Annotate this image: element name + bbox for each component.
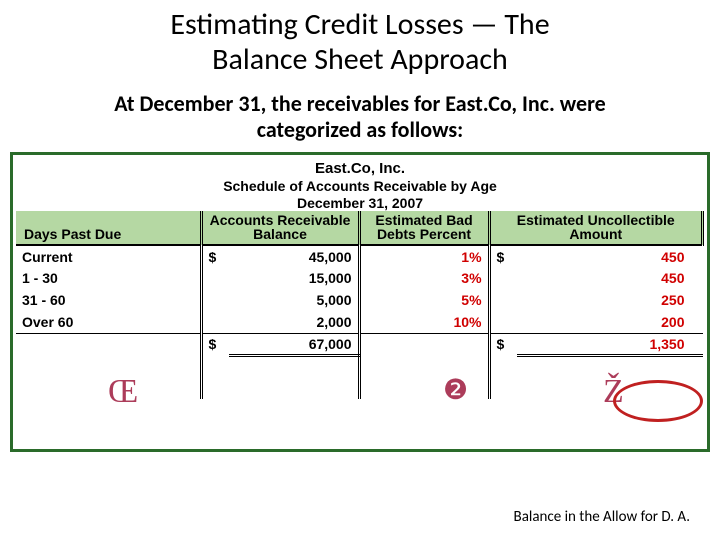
row-percent: 5% <box>359 289 489 311</box>
currency-symbol: $ <box>489 333 517 355</box>
currency-symbol <box>489 289 517 311</box>
row-balance: 15,000 <box>229 267 359 289</box>
col-days: Days Past Due <box>16 211 201 245</box>
currency-symbol <box>489 267 517 289</box>
table-row: 31 - 60 5,000 5% 250 <box>16 289 703 311</box>
row-percent: 3% <box>359 267 489 289</box>
schedule-panel: East.Co, Inc. Schedule of Accounts Recei… <box>10 152 710 452</box>
currency-symbol <box>489 311 517 333</box>
aging-table: Days Past Due Accounts Receivable Balanc… <box>16 211 704 399</box>
schedule-company: East.Co, Inc. <box>16 158 704 177</box>
table-row: 1 - 30 15,000 3% 450 <box>16 267 703 289</box>
currency-symbol: $ <box>201 245 229 267</box>
col-amount: Estimated Uncollectible Amount <box>489 211 702 245</box>
col-balance: Accounts Receivable Balance <box>201 211 359 245</box>
row-label: Current <box>16 245 201 267</box>
row-amount: 450 <box>517 245 702 267</box>
table-row: Current $ 45,000 1% $ 450 <box>16 245 703 267</box>
subtitle-line1: At December 31, the receivables for East… <box>114 90 605 117</box>
row-percent: 1% <box>359 245 489 267</box>
currency-symbol <box>201 289 229 311</box>
currency-symbol <box>201 267 229 289</box>
title-line1: Estimating Credit Losses — The <box>170 6 549 43</box>
table-header-row: Days Past Due Accounts Receivable Balanc… <box>16 211 703 245</box>
row-balance: 45,000 <box>229 245 359 267</box>
row-balance: 2,000 <box>229 311 359 333</box>
annotation-mark-3: Ž <box>603 373 624 411</box>
row-label: Over 60 <box>16 311 201 333</box>
row-label <box>16 333 201 355</box>
currency-symbol: $ <box>489 245 517 267</box>
row-amount: 450 <box>517 267 702 289</box>
slide-subtitle: At December 31, the receivables for East… <box>0 81 720 152</box>
annotation-mark-2: ❷ <box>443 373 468 407</box>
row-amount: 250 <box>517 289 702 311</box>
col-percent: Estimated Bad Debts Percent <box>359 211 489 245</box>
row-balance: 5,000 <box>229 289 359 311</box>
title-line2: Balance Sheet Approach <box>212 41 508 78</box>
row-label: 31 - 60 <box>16 289 201 311</box>
row-amount: 200 <box>517 311 702 333</box>
total-balance: 67,000 <box>229 333 359 355</box>
currency-symbol <box>201 311 229 333</box>
slide-title: Estimating Credit Losses — The Balance S… <box>0 0 720 81</box>
table-total-row: $ 67,000 $ 1,350 <box>16 333 703 355</box>
subtitle-line2: categorized as follows: <box>257 116 463 143</box>
table-row: Over 60 2,000 10% 200 <box>16 311 703 333</box>
schedule-title: Schedule of Accounts Receivable by Age <box>16 177 704 194</box>
footer-note: Balance in the Allow for D. A. <box>514 508 690 526</box>
schedule-date: December 31, 2007 <box>16 194 704 211</box>
total-amount: 1,350 <box>517 333 702 355</box>
row-percent: 10% <box>359 311 489 333</box>
annotation-mark-1: Œ <box>108 373 138 411</box>
total-percent <box>359 333 489 355</box>
currency-symbol: $ <box>201 333 229 355</box>
row-label: 1 - 30 <box>16 267 201 289</box>
